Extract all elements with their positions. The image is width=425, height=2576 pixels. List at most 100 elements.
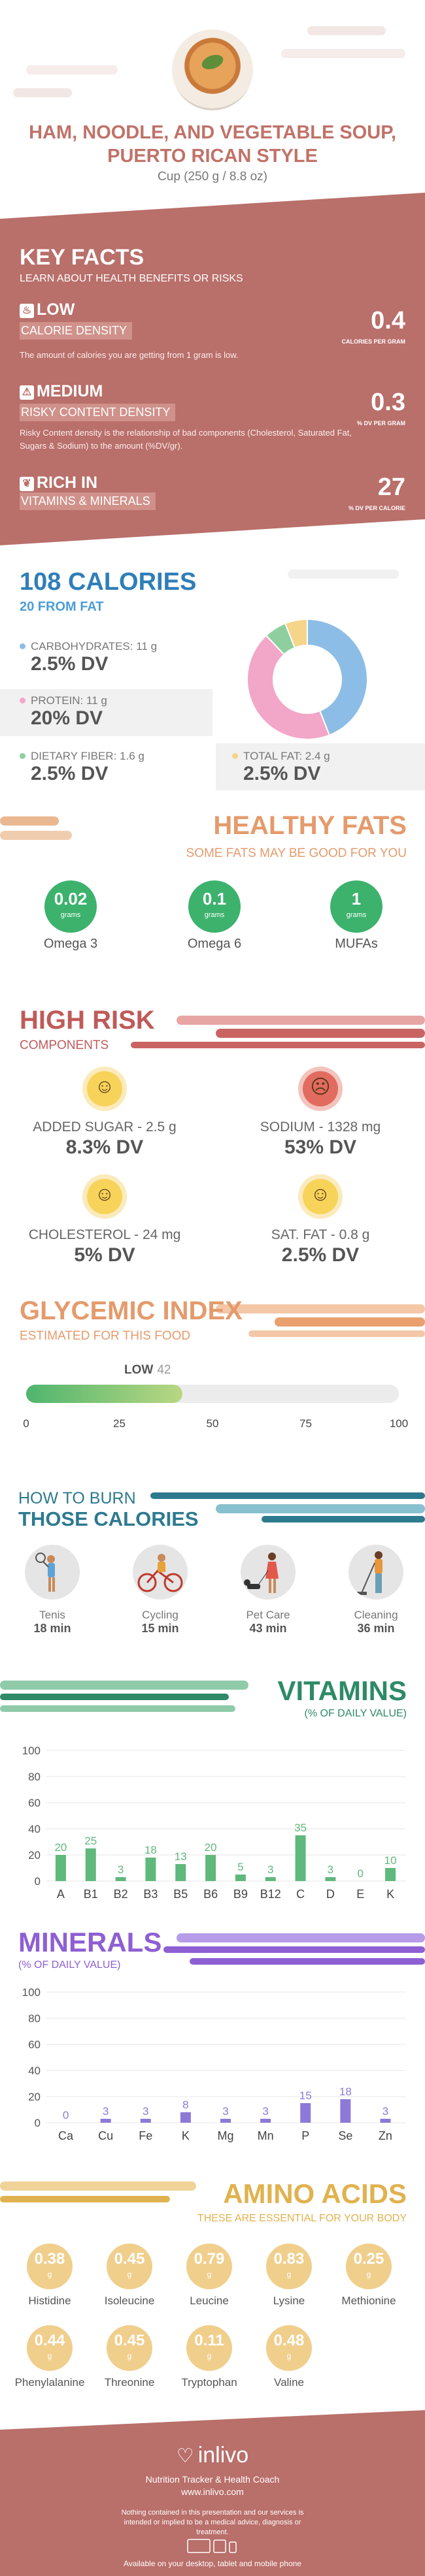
decor-streak [131,1042,425,1048]
decor-streak [13,88,72,97]
glycemic-title: GLYCEMIC INDEX [20,1296,243,1325]
decor-streak [248,1330,425,1337]
serving-size: Cup (250 g / 8.8 oz) [158,170,267,184]
y-tick-label: 40 [28,2065,41,2077]
activity-cycling: Cycling 15 min [114,1545,206,1635]
x-tick-label: B1 [84,1888,98,1901]
decor-streak [163,1946,425,1953]
bar-value-label: 3 [267,1863,273,1876]
fact-label: RISKY CONTENT DENSITY [20,404,176,421]
x-tick-label: Mg [217,2129,233,2142]
amino-section: AMINO ACIDS THESE ARE ESSENTIAL FOR YOUR… [0,2162,425,2410]
vitamins-title: VITAMINS [277,1675,407,1706]
decor-streak [150,1492,425,1499]
macro-protein: PROTEIN: 11 g 20% DV [20,694,107,730]
glycemic-subtitle: ESTIMATED FOR THIS FOOD [20,1329,191,1343]
bar-value-label: 13 [175,1850,187,1863]
bar [380,2119,391,2123]
glycemic-tick-label: 75 [299,1417,312,1430]
bar-value-label: 3 [262,2105,268,2117]
bar-value-label: 18 [339,2085,352,2098]
bar-value-label: 25 [84,1835,97,1847]
activity-cleaning: Cleaning 36 min [330,1545,422,1635]
amino-item: 0.83 g Lysine [249,2244,329,2308]
bar [145,1858,156,1881]
x-tick-label: P [301,2129,309,2142]
burn-section: HOW TO BURN THOSE CALORIES Tenis 18 min … [0,1473,425,1692]
calories-section: 108 CALORIES 20 FROM FAT CARBOHYDRATES: … [0,555,425,803]
bar [385,1868,396,1881]
amino-subtitle: THESE ARE ESSENTIAL FOR YOUR BODY [197,2213,407,2224]
key-facts-subtitle: LEARN ABOUT HEALTH BENEFITS OR RISKS [20,273,243,284]
glycemic-fill [26,1385,183,1403]
decor-streak [216,1029,425,1038]
decor-streak [0,1681,248,1690]
macro-donut-chart [246,618,368,740]
footer-url[interactable]: www.inlivo.com [181,2487,244,2497]
decor-streak [0,831,72,840]
amino-item: 0.45 g Threonine [90,2325,169,2389]
frowny-icon: ☹ [303,1071,338,1106]
smiley-icon: ☺ [87,1179,122,1214]
macro-fat: TOTAL FAT: 2.4 g 2.5% DV [232,750,330,785]
decor-streak [0,1694,229,1700]
bar [55,1855,66,1881]
bar [175,1864,186,1881]
warning-icon: ⚠ [20,385,34,400]
vitamins-bar-chart: 02040608010020A25B13B218B313B520B65B93B1… [22,1745,405,1901]
macro-highlight [0,689,212,736]
healthy-fats-subtitle: SOME FATS MAY BE GOOD FOR YOU [186,846,407,860]
bar-value-label: 0 [63,2109,69,2121]
activity-pet-care: Pet Care 43 min [222,1545,314,1635]
fact-description: The amount of calories you are getting f… [20,350,239,360]
macro-highlight [216,743,425,790]
x-tick-label: B5 [173,1888,188,1901]
fat-mufas: 1 grams MUFAs [311,880,402,952]
x-tick-label: D [326,1888,335,1901]
bar-value-label: 10 [384,1854,397,1867]
y-tick-label: 100 [22,1986,41,1999]
x-tick-label: A [57,1888,65,1901]
donut-slice [284,618,308,649]
fact-level: LOW [37,300,75,319]
calories-title: 108 CALORIES [20,568,197,596]
x-tick-label: Ca [58,2129,74,2142]
vitamins-section: VITAMINS (% OF DAILY VALUE) 0 20 40 60 80 100… [0,1675,425,1910]
fact-vitamins-minerals: ❦ RICH IN VITAMINS & MINERALS 27% DV PER … [20,474,405,511]
decor-streak [262,1516,425,1522]
inlivo-logo[interactable]: ♡ inlivo [176,2443,249,2468]
decor-streak [275,1317,425,1327]
amino-item: 0.79 g Leucine [169,2244,249,2308]
donut-slice [307,618,368,736]
footer-available: Available on your desktop, tablet and mo… [124,2559,301,2568]
fact-description: Risky Content density is the relationshi… [20,428,352,451]
bar [295,1835,306,1881]
minerals-section: MINERALS (% OF DAILY VALUE) 0 20 40 60 80 100… [0,1927,425,2149]
decor-streak [0,816,59,826]
bar-value-label: 20 [54,1841,67,1854]
x-tick-label: E [356,1888,364,1901]
decor-streak [177,1933,425,1942]
fact-label: CALORIE DENSITY [20,322,133,340]
fact-risky-density: ⚠ MEDIUM RISKY CONTENT DENSITY Risky Cont… [20,382,405,453]
x-tick-label: B3 [143,1888,158,1901]
footer-tagline: Nutrition Tracker & Health Coach [145,2474,280,2485]
bar [340,2099,351,2123]
activity-tennis: Tenis 18 min [7,1545,98,1635]
amino-item: 0.38 g Histidine [10,2244,90,2308]
x-tick-label: B6 [203,1888,218,1901]
risk-added-sugar: ☺ ADDED SUGAR - 2.5 g 8.3% DV [7,1071,203,1159]
minerals-bar-chart: 0 20 40 60 80 100 0 Ca 3 Cu 3 Fe 8 K 3 Mg 3 Mn 15 P 18 Se 3 Zn [22,1986,405,2142]
x-tick-label: Mn [258,2129,274,2142]
y-tick-label: 100 [22,1745,41,1757]
x-tick-label: Cu [98,2129,113,2142]
bar [300,2103,311,2123]
amino-item: 0.48 g Valine [249,2325,329,2389]
amino-title: AMINO ACIDS [223,2178,407,2209]
bar [265,1877,276,1881]
dog-walking-icon [241,1545,296,1600]
footer-disclaimer: Nothing contained in this presentation a… [121,2509,304,2536]
bar [235,1875,246,1881]
decor-streak [307,26,386,35]
bar [260,2119,271,2123]
